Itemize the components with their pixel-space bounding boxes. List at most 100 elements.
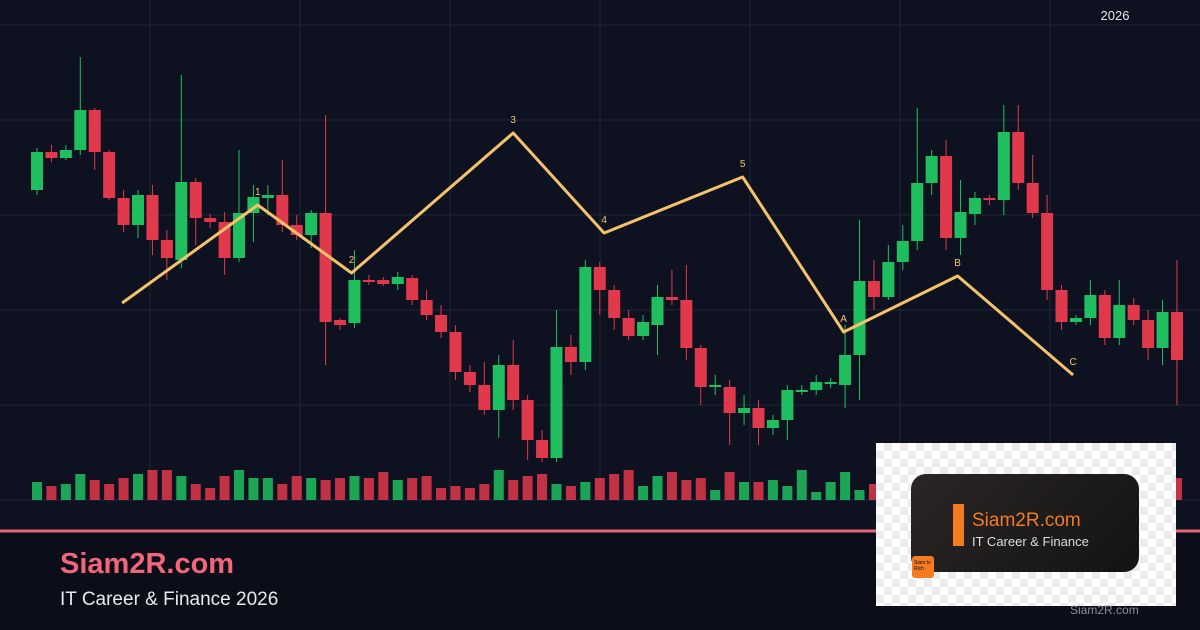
volume-bar xyxy=(32,482,42,500)
logo-card: Siam2R.com IT Career & Finance Siam to R… xyxy=(911,474,1139,578)
candle-body xyxy=(593,267,606,290)
candle-body xyxy=(1142,320,1155,348)
volume-bar xyxy=(868,484,879,500)
candle-body xyxy=(1156,312,1169,348)
candle-body xyxy=(132,195,145,225)
volume-bar xyxy=(753,482,764,500)
volume-bar xyxy=(681,480,692,500)
candle-body xyxy=(810,382,823,390)
candle-body xyxy=(420,300,433,315)
candle-body xyxy=(1113,305,1126,338)
logo-subtitle: IT Career & Finance xyxy=(972,534,1089,549)
volume-bar xyxy=(666,472,677,500)
volume-bar xyxy=(695,478,706,500)
candle-body xyxy=(377,280,390,284)
volume-bar xyxy=(522,476,533,500)
candle-body xyxy=(521,400,534,440)
logo-badge: Siam to Rich xyxy=(912,556,934,578)
volume-bar xyxy=(277,484,288,500)
candle-body xyxy=(1012,132,1025,183)
candle-body xyxy=(968,198,981,214)
candle-body xyxy=(175,182,188,260)
volume-bar xyxy=(392,480,403,500)
volume-bar xyxy=(89,480,100,500)
candle-body xyxy=(406,278,419,300)
wave-label: 4 xyxy=(601,215,607,226)
volume-bar xyxy=(493,470,504,500)
candle-body xyxy=(319,213,332,322)
volume-bar xyxy=(840,472,851,500)
watermark: Siam2R.com xyxy=(1070,603,1139,617)
volume-bar xyxy=(60,484,71,500)
volume-bar xyxy=(854,490,865,500)
volume-bar xyxy=(811,492,822,500)
wave-label: 5 xyxy=(740,159,746,170)
candle-body xyxy=(954,212,967,238)
candle-body xyxy=(853,281,866,355)
volume-bar xyxy=(421,476,432,500)
candle-body xyxy=(622,318,635,336)
candle-body xyxy=(204,218,217,222)
volume-bar xyxy=(118,478,129,500)
volume-bar xyxy=(623,470,634,500)
candle-body xyxy=(1098,295,1111,338)
volume-bar xyxy=(161,470,172,500)
wave-line xyxy=(121,131,1075,377)
candle-body xyxy=(536,440,549,458)
candle-body xyxy=(752,408,765,428)
volume-bar xyxy=(349,476,360,500)
volume-bar xyxy=(219,476,230,500)
candle-body xyxy=(940,156,953,238)
volume-bar xyxy=(407,478,418,500)
candle-body xyxy=(261,195,274,198)
candle-body xyxy=(31,152,43,190)
candle-body xyxy=(665,297,678,300)
candle-body xyxy=(449,332,462,372)
volume-bar xyxy=(320,480,331,500)
candle-body xyxy=(579,267,592,362)
candle-body xyxy=(637,322,650,336)
volume-bar xyxy=(782,486,793,500)
volume-bar xyxy=(724,472,735,500)
candle-body xyxy=(492,365,505,410)
candle-body xyxy=(45,152,58,158)
volume-bar xyxy=(565,486,576,500)
candle-body xyxy=(391,277,404,284)
volume-bar xyxy=(262,478,273,500)
candle-body xyxy=(117,198,130,225)
candle-body xyxy=(276,195,289,225)
candle-body xyxy=(983,198,996,200)
volume-bar xyxy=(739,482,750,500)
candle-body xyxy=(1084,295,1097,318)
volume-bar xyxy=(638,486,649,500)
volume-bar xyxy=(190,484,201,500)
volume-bar xyxy=(234,470,245,500)
volume-bar xyxy=(248,478,259,500)
volume-bar xyxy=(147,470,158,500)
candle-body xyxy=(189,182,202,218)
candle-body xyxy=(160,240,173,258)
candle-body xyxy=(1041,213,1054,290)
candle-body xyxy=(74,110,87,150)
volume-bar xyxy=(363,478,374,500)
candle-body xyxy=(233,213,246,258)
candle-body xyxy=(1055,290,1068,322)
volume-bar xyxy=(75,474,86,500)
volume-bar xyxy=(652,476,663,500)
candle-body xyxy=(738,408,751,413)
candle-body xyxy=(564,347,577,362)
volume-bar xyxy=(767,480,778,500)
candle-body xyxy=(507,365,520,400)
candle-body xyxy=(1069,318,1082,322)
volume-bar xyxy=(551,484,562,500)
volume-bar xyxy=(306,478,317,500)
volume-bar xyxy=(796,470,807,500)
logo-panel: Siam2R.com IT Career & Finance Siam to R… xyxy=(876,443,1176,606)
volume-bar xyxy=(205,488,216,500)
candle-body xyxy=(925,156,938,183)
candle-body xyxy=(362,280,375,282)
candle-body xyxy=(1127,305,1140,320)
candle-body xyxy=(478,385,491,410)
year-label: 2026 xyxy=(1101,8,1130,23)
